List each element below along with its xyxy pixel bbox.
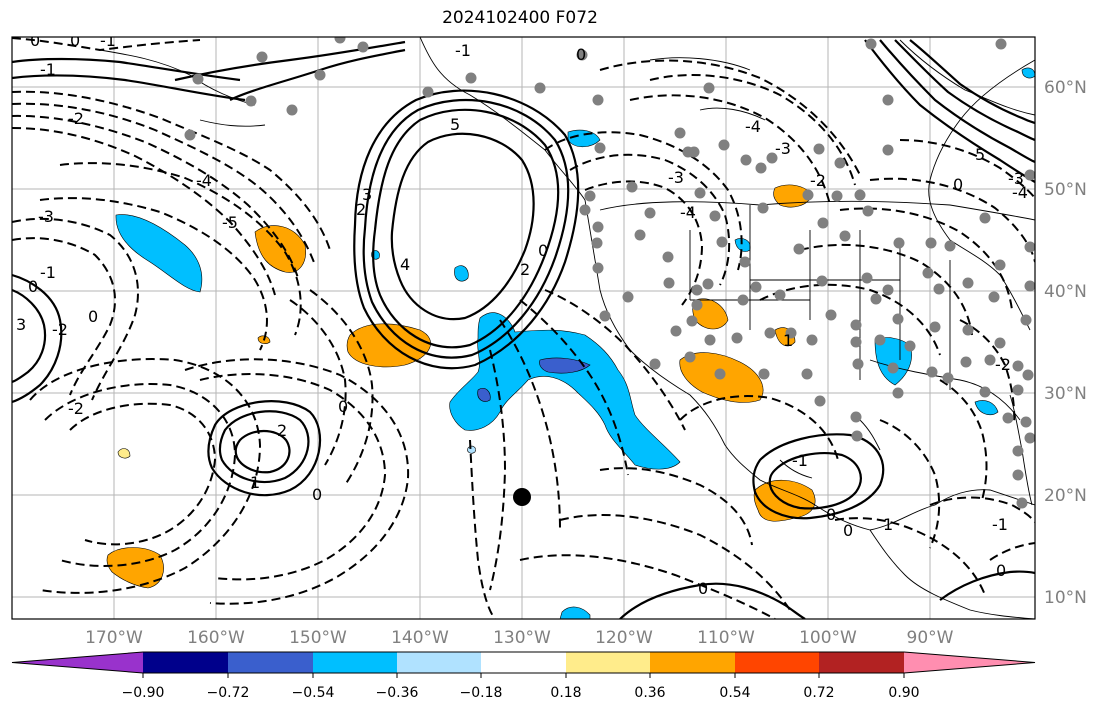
contour-label: 0: [28, 277, 38, 296]
colorbar-segment: [650, 652, 735, 673]
contour-label: -4: [196, 171, 212, 190]
contour-label: -2: [68, 109, 84, 128]
colorbar-segment: [313, 652, 397, 673]
colorbar-tick-label: −0.90: [122, 685, 165, 701]
colorbar-tick-label: 0.18: [550, 685, 581, 701]
contour-label: 0: [70, 31, 80, 50]
contour-label: -1: [100, 31, 116, 50]
lat-label: 20°N: [1044, 486, 1087, 506]
colorbar-tick-label: −0.54: [292, 685, 335, 701]
contour-label: 1: [250, 473, 260, 492]
colorbar-tick-label: −0.18: [460, 685, 503, 701]
contour-label: 5: [975, 145, 985, 164]
contour-label: 1: [883, 515, 893, 534]
plot-title: 2024102400 F072: [442, 8, 598, 28]
colorbar-tick-label: −0.36: [376, 685, 419, 701]
contour-label: 0: [843, 521, 853, 540]
contour-label: 0: [996, 561, 1006, 580]
contour-label: -2: [810, 171, 826, 190]
contour-label: -4: [745, 117, 761, 136]
lon-label: 100°W: [799, 628, 857, 648]
colorbar-tick-label: 0.90: [888, 685, 919, 701]
contour-label: 3: [16, 315, 26, 334]
latitude-labels: 60°N 50°N 40°N 30°N 20°N 10°N: [1044, 78, 1087, 608]
contour-label: 2: [520, 260, 530, 279]
lat-label: 40°N: [1044, 282, 1087, 302]
lon-label: 170°W: [85, 628, 143, 648]
contour-label: 1: [783, 331, 793, 350]
contour-label: -3: [38, 207, 54, 226]
lat-label: 60°N: [1044, 78, 1087, 98]
colorbar-segment: [566, 652, 650, 673]
contour-label: 3: [362, 185, 372, 204]
colorbar-segment: [143, 652, 228, 673]
contour-label: -2: [52, 320, 68, 339]
colorbar: [11, 651, 1036, 678]
contour-label: -1: [792, 451, 808, 470]
contour-label: -3: [775, 139, 791, 158]
colorbar-segment: [481, 652, 566, 673]
lat-label: 30°N: [1044, 384, 1087, 404]
contour-label: -2: [68, 399, 84, 418]
contour-label: 0: [88, 307, 98, 326]
contour-label: -4: [1012, 183, 1028, 202]
coastlines: [99, 37, 1035, 619]
contour-label: -1: [40, 263, 56, 282]
contour-label: 2: [356, 200, 366, 219]
station-dots: [184, 37, 1035, 509]
contour-label: -3: [1008, 169, 1024, 188]
contour-label: 0: [953, 175, 963, 194]
contour-label: 5: [450, 115, 460, 134]
lon-label: 90°W: [907, 628, 954, 648]
dashed-contours: [12, 37, 1035, 619]
colorbar-segment: [228, 652, 313, 673]
contour-label: 0: [698, 579, 708, 598]
contour-label: -5: [222, 213, 238, 232]
contour-label: 0: [826, 505, 836, 524]
lon-label: 130°W: [493, 628, 551, 648]
colorbar-tick-label: −0.72: [207, 685, 250, 701]
colorbar-extend-max: [904, 652, 1035, 673]
contour-label: 0: [538, 241, 548, 260]
contour-label: -2: [995, 355, 1011, 374]
lon-label: 160°W: [187, 628, 245, 648]
colorbar-tick-label: 0.54: [719, 685, 750, 701]
contour-label: 0: [338, 397, 348, 416]
lon-label: 140°W: [391, 628, 449, 648]
storm-center-marker[interactable]: [513, 488, 531, 506]
contour-label: -4: [680, 203, 696, 222]
contour-labels: -1 -2 -3 -4 -5 -1 0 -2 3 0 5 4 3 2 2 0 -…: [16, 31, 1028, 598]
contour-label: -3: [668, 168, 684, 187]
negative-anomaly-shading: [115, 67, 1035, 619]
solid-contours: [12, 39, 1035, 619]
longitude-labels: 170°W 160°W 150°W 140°W 130°W 120°W 110°…: [85, 628, 954, 648]
lat-label: 10°N: [1044, 588, 1087, 608]
contour-label: -1: [40, 60, 56, 79]
lon-label: 120°W: [595, 628, 653, 648]
colorbar-tick-labels: −0.90 −0.72 −0.54 −0.36 −0.18 0.18 0.36 …: [122, 685, 920, 701]
contour-label: -1: [992, 515, 1008, 534]
contour-label: 0: [312, 485, 322, 504]
contour-label: 2: [277, 421, 287, 440]
map-frame: [11, 36, 1036, 620]
lon-label: 110°W: [697, 628, 755, 648]
lon-label: 150°W: [289, 628, 347, 648]
contour-label: 4: [400, 255, 410, 274]
colorbar-tick-label: 0.36: [634, 685, 665, 701]
contour-label: 0: [30, 31, 40, 50]
contour-label: -1: [455, 41, 471, 60]
colorbar-segment: [735, 652, 819, 673]
colorbar-segment: [819, 652, 904, 673]
contour-label: 0: [576, 45, 586, 64]
colorbar-extend-min: [12, 652, 143, 673]
lat-label: 50°N: [1044, 180, 1087, 200]
colorbar-tick-label: 0.72: [803, 685, 834, 701]
colorbar-segment: [397, 652, 481, 673]
